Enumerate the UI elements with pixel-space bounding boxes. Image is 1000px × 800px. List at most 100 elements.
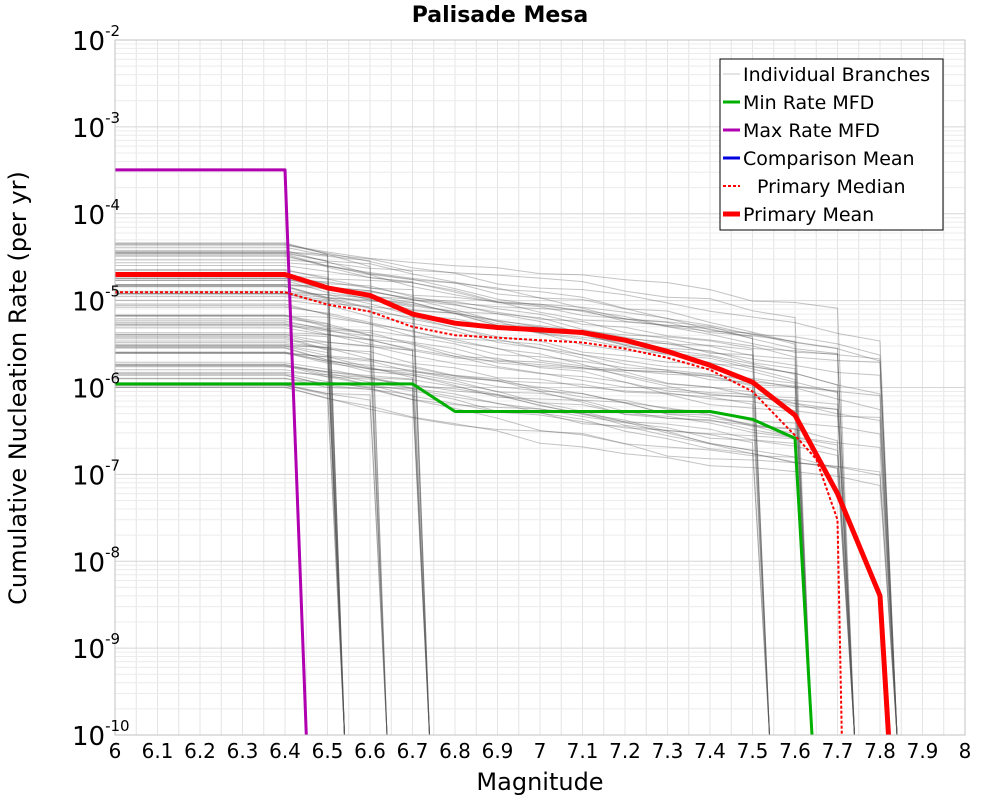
branch-line xyxy=(115,249,898,736)
x-tick-label: 7.7 xyxy=(822,739,854,763)
branch-line xyxy=(115,277,813,736)
branch-line xyxy=(115,279,770,736)
x-tick-label: 7.2 xyxy=(609,739,641,763)
y-tick-label: 10-7 xyxy=(72,456,120,491)
branch-line xyxy=(115,325,388,736)
branch-line xyxy=(115,332,430,736)
branch-line xyxy=(115,345,388,736)
branch-line xyxy=(115,294,855,736)
branch-line xyxy=(115,343,813,736)
branch-line xyxy=(115,327,855,736)
branch-line xyxy=(115,255,770,736)
branch-line xyxy=(115,252,345,736)
branch-line xyxy=(115,285,388,736)
x-tick-label: 6.1 xyxy=(142,739,174,763)
branch-line xyxy=(115,366,430,736)
branch-line xyxy=(115,305,345,736)
branch-line xyxy=(115,296,345,736)
branch-line xyxy=(115,352,898,736)
series-line-5 xyxy=(115,272,891,736)
y-tick-exponent: -4 xyxy=(105,196,120,214)
branch-line xyxy=(115,251,898,736)
y-tick-label: 10-6 xyxy=(72,370,120,405)
y-tick-label: 10-10 xyxy=(72,717,130,752)
branch-line xyxy=(115,369,770,736)
x-tick-label: 7.8 xyxy=(864,739,896,763)
y-tick-exponent: -2 xyxy=(105,22,120,40)
x-tick-label: 6 xyxy=(109,739,122,763)
branch-line xyxy=(115,299,770,736)
chart-title: Palisade Mesa xyxy=(412,3,588,28)
x-tick-label: 7.5 xyxy=(737,739,769,763)
individual-branches xyxy=(115,242,898,736)
branch-line xyxy=(115,259,813,736)
x-tick-label: 6.2 xyxy=(184,739,216,763)
series-line-2 xyxy=(115,168,308,736)
branch-line xyxy=(115,284,770,736)
branch-line xyxy=(115,246,345,736)
branch-line xyxy=(115,265,898,736)
x-tick-label: 7 xyxy=(534,739,547,763)
branch-line xyxy=(115,352,855,736)
branch-line xyxy=(115,374,430,736)
branch-line xyxy=(115,315,345,736)
branch-line xyxy=(115,303,898,736)
y-tick-label: 10-2 xyxy=(72,22,120,57)
x-tick-label: 7.1 xyxy=(567,739,599,763)
branch-line xyxy=(115,365,855,736)
branch-line xyxy=(115,243,388,736)
x-tick-label: 6.7 xyxy=(397,739,429,763)
legend-label: Comparison Mean xyxy=(743,148,915,170)
branch-line xyxy=(115,386,898,736)
branch-line xyxy=(115,333,345,736)
y-tick-label: 10-5 xyxy=(72,283,120,318)
y-tick-label: 10-8 xyxy=(72,543,120,578)
x-tick-label: 7.6 xyxy=(779,739,811,763)
branch-line xyxy=(115,292,898,736)
y-tick-exponent: -8 xyxy=(105,543,120,561)
branch-line xyxy=(115,253,813,736)
y-tick-label: 10-9 xyxy=(72,630,120,665)
branch-line xyxy=(115,323,813,736)
branch-line xyxy=(115,378,855,736)
branch-line xyxy=(115,290,770,736)
branch-line xyxy=(115,334,430,736)
x-tick-label: 6.6 xyxy=(354,739,386,763)
branch-line xyxy=(115,269,813,736)
x-tick-label: 6.8 xyxy=(439,739,471,763)
y-tick-exponent: -5 xyxy=(105,283,120,301)
branch-line xyxy=(115,284,430,736)
x-axis-ticks: 6 6.1 6.2 6.3 6.4 6.5 6.6 6.7 6.8 6.9 7 7.1 7.2 7.3 7.… xyxy=(109,739,972,763)
legend-box xyxy=(719,58,944,231)
branch-line xyxy=(115,262,855,736)
x-axis-label: Magnitude xyxy=(476,768,603,796)
branch-line xyxy=(115,306,898,736)
branch-line xyxy=(115,347,813,736)
x-tick-label: 7.4 xyxy=(694,739,726,763)
branch-line xyxy=(115,351,813,736)
branch-line xyxy=(115,345,345,736)
y-tick-exponent: -9 xyxy=(105,630,120,648)
branch-line xyxy=(115,244,430,736)
y-tick-label: 10-4 xyxy=(72,196,120,231)
y-tick-exponent: -3 xyxy=(105,109,120,127)
x-tick-label: 6.4 xyxy=(269,739,301,763)
branch-line xyxy=(115,338,345,736)
branch-line xyxy=(115,347,855,736)
y-tick-exponent: -10 xyxy=(105,717,130,735)
grid xyxy=(114,40,966,736)
x-tick-label: 6.5 xyxy=(312,739,344,763)
branch-line xyxy=(115,323,813,736)
branch-line xyxy=(115,363,813,736)
legend-label: Primary Mean xyxy=(743,204,874,226)
branch-line xyxy=(115,322,770,736)
x-tick-label: 6.3 xyxy=(227,739,259,763)
legend-label: Max Rate MFD xyxy=(743,120,880,142)
legend-label: Min Rate MFD xyxy=(743,92,874,114)
branch-line xyxy=(115,342,345,736)
branch-line xyxy=(115,371,813,736)
legend-label: Primary Median xyxy=(757,176,906,198)
legend: Individual Branches Min Rate MFD Max Rate … xyxy=(719,58,944,231)
series-lines xyxy=(115,168,891,736)
